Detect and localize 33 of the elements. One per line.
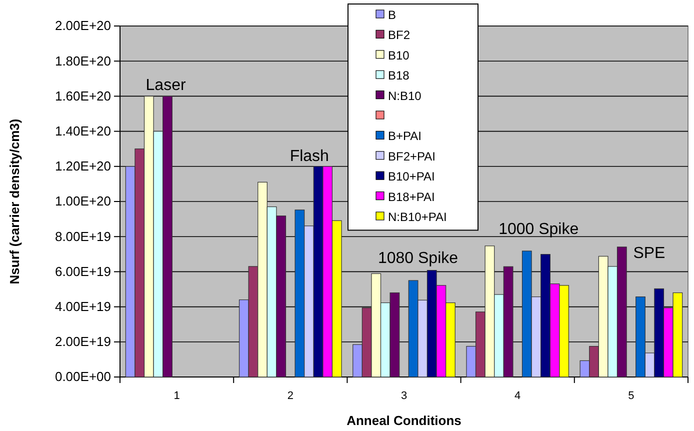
x-axis-title: Anneal Conditions	[346, 413, 462, 428]
x-tick-label: 5	[628, 390, 634, 402]
y-tick-label: 1.80E+20	[54, 53, 111, 68]
y-tick-label: 1.40E+20	[54, 123, 111, 138]
x-tick-label: 2	[287, 390, 294, 402]
y-tick-label: 1.60E+20	[54, 88, 111, 104]
y-tick-label: 6.00E+19	[54, 264, 111, 279]
legend-label: N:B10	[388, 88, 422, 103]
y-tick-label: 4.00E+19	[54, 298, 111, 314]
x-tick-label: 3	[400, 390, 408, 402]
legend-label: B+PAI	[388, 129, 422, 144]
legend-label: BF2	[388, 28, 410, 42]
annotation: 1000 Spike	[498, 221, 579, 238]
legend-label: B18+PAI	[388, 190, 435, 204]
annotation: SPE	[633, 245, 666, 262]
legend-label: BF2+PAI	[388, 149, 436, 164]
legend-label: B10+PAI	[388, 170, 435, 184]
y-tick-label: 2.00E+19	[54, 334, 111, 350]
annotation: 1080 Spike	[378, 250, 458, 267]
x-tick-label: 1	[174, 390, 180, 402]
legend-label: N:B10+PAI	[388, 210, 447, 224]
x-tick-label: 4	[514, 390, 521, 402]
annotation: Flash	[290, 148, 329, 165]
y-tick-label: 8.00E+19	[54, 228, 111, 244]
y-tick-label: 1.00E+20	[54, 194, 111, 209]
annotation: Laser	[146, 77, 186, 94]
y-tick-label: 2.00E+20	[54, 18, 111, 34]
legend-label: B10	[388, 48, 410, 62]
y-axis-title: Nsurf (carrier density/cm3)	[7, 118, 22, 284]
y-tick-label: 1.20E+20	[54, 158, 111, 174]
legend-label: B18	[388, 68, 410, 83]
legend-label: B	[388, 8, 396, 22]
y-tick-label: 0.00E+00	[54, 369, 111, 384]
